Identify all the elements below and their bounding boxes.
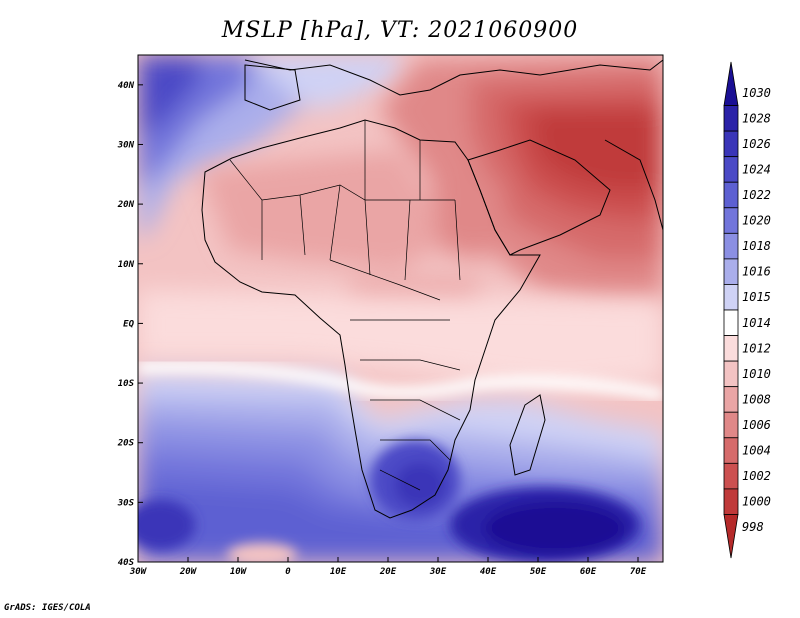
lon-tick-label: 60E <box>580 567 597 577</box>
isobar-1014-band <box>138 361 663 401</box>
lat-tick-label: 40S <box>118 558 135 568</box>
lon-tick-label: 70E <box>630 567 647 577</box>
colorbar-swatch <box>723 309 739 336</box>
colorbar-label: 1004 <box>742 444 771 458</box>
colorbar-swatch <box>723 411 739 439</box>
latitude-axis: 40N 30N 20N 10N EQ 10S 20S 30S 40S <box>117 81 143 568</box>
high-cells <box>138 440 640 562</box>
pressure-field <box>138 55 663 562</box>
colorbar-label: 1016 <box>742 265 771 279</box>
colorbar-label: 1030 <box>742 86 771 100</box>
colorbar-label: 1028 <box>742 111 771 125</box>
lat-tick-label: 40N <box>118 81 135 91</box>
colorbar-swatch <box>723 488 739 515</box>
madagascar-outline <box>509 394 546 476</box>
grads-credit: GrADS: IGES/COLA <box>4 603 91 613</box>
colorbar-label: 1012 <box>742 341 771 355</box>
country-borders <box>229 120 461 491</box>
colorbar: 1030 1028 1026 1024 1022 1020 1018 1016 1015 1014… <box>723 61 771 559</box>
colorbar-swatch <box>723 105 739 132</box>
colorbar-swatch <box>723 232 739 260</box>
colorbar-swatch <box>723 462 739 490</box>
colorbar-swatch <box>723 130 739 158</box>
colorbar-label: 1022 <box>742 188 771 202</box>
coastlines <box>201 59 663 519</box>
colorbar-label: 1020 <box>742 214 771 228</box>
africa-coastline <box>201 119 541 519</box>
tropical-band <box>138 290 663 390</box>
colorbar-swatch <box>723 284 739 311</box>
colorbar-swatch <box>723 61 739 106</box>
colorbar-label: 1002 <box>742 469 771 483</box>
lon-tick-label: 40E <box>480 567 497 577</box>
lat-tick-label: EQ <box>123 319 134 329</box>
colorbar-swatch <box>723 258 739 285</box>
colorbar-label: 1024 <box>742 162 771 176</box>
colorbar-swatch <box>723 335 739 362</box>
colorbar-swatch <box>723 207 739 234</box>
colorbar-label: 1015 <box>742 290 771 304</box>
india-outline <box>604 139 663 231</box>
colorbar-swatch <box>723 156 739 183</box>
colorbar-label: 1010 <box>742 367 771 381</box>
map-frame <box>137 54 664 563</box>
lon-tick-label: 50E <box>530 567 547 577</box>
lon-tick-label: 20E <box>379 567 397 577</box>
lat-tick-label: 20N <box>117 200 135 210</box>
lat-tick-label: 30S <box>117 498 135 508</box>
lon-tick-label: 10E <box>330 567 347 577</box>
colorbar-label: 1000 <box>742 495 771 509</box>
iberia-outline <box>244 64 301 111</box>
colorbar-swatch <box>723 437 739 464</box>
lon-tick-label: 30E <box>429 567 447 577</box>
longitude-axis: 30W 20W 10W 0 10E 20E 30E 40E 50E 60E 70E <box>129 557 647 577</box>
lat-tick-label: 10S <box>118 379 135 389</box>
colorbar-label: 1018 <box>742 239 771 253</box>
colorbar-swatch <box>723 386 739 413</box>
colorbar-swatch <box>723 181 739 209</box>
colorbar-swatch <box>723 514 739 559</box>
colorbar-label: 1026 <box>742 137 771 151</box>
lat-tick-label: 10N <box>118 260 135 270</box>
map-title: MSLP [hPa], VT: 2021060900 <box>221 18 579 43</box>
lat-tick-label: 30N <box>117 140 135 150</box>
colorbar-label: 1014 <box>742 316 771 330</box>
europe-coastline <box>244 59 663 96</box>
lat-tick-label: 20S <box>117 439 135 449</box>
colorbar-label: 998 <box>742 520 764 534</box>
lon-tick-label: 0 <box>285 567 291 577</box>
colorbar-label: 1008 <box>742 392 771 406</box>
arabia-coastline <box>467 139 611 256</box>
lon-tick-label: 10W <box>230 567 248 577</box>
lon-tick-label: 20W <box>179 567 198 577</box>
colorbar-swatch <box>723 360 739 388</box>
colorbar-label: 1006 <box>742 418 771 432</box>
lon-tick-label: 30W <box>129 567 148 577</box>
